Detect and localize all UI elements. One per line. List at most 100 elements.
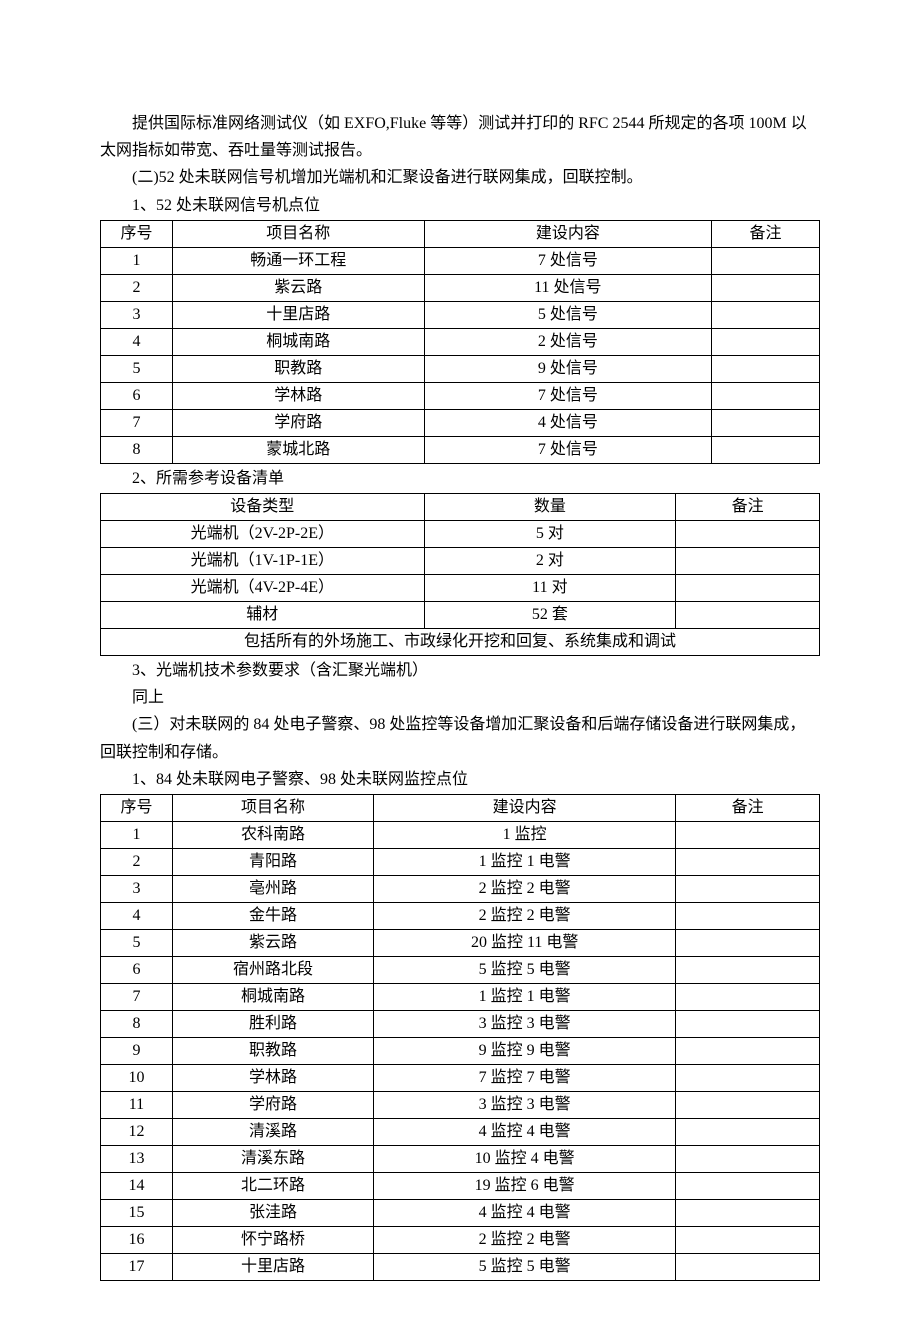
cell-remark xyxy=(676,574,820,601)
cell-content: 10 监控 4 电警 xyxy=(374,1145,676,1172)
cell-seq: 2 xyxy=(101,848,173,875)
table-row: 7学府路4 处信号 xyxy=(101,409,820,436)
cell-type: 光端机（4V-2P-4E） xyxy=(101,574,425,601)
cell-seq: 5 xyxy=(101,929,173,956)
col-header-seq: 序号 xyxy=(101,220,173,247)
table-row: 5紫云路20 监控 11 电警 xyxy=(101,929,820,956)
cell-remark xyxy=(676,1118,820,1145)
table-row: 14北二环路19 监控 6 电警 xyxy=(101,1172,820,1199)
cell-remark xyxy=(676,956,820,983)
cell-seq: 4 xyxy=(101,902,173,929)
cell-seq: 1 xyxy=(101,247,173,274)
cell-seq: 17 xyxy=(101,1253,173,1280)
cell-content: 2 监控 2 电警 xyxy=(374,902,676,929)
mid2-paragraph-4: 1、84 处未联网电子警察、98 处未联网监控点位 xyxy=(100,766,820,793)
cell-content: 4 处信号 xyxy=(424,409,712,436)
cell-name: 紫云路 xyxy=(172,929,373,956)
cell-remark xyxy=(676,1145,820,1172)
cell-name: 张洼路 xyxy=(172,1199,373,1226)
cell-content: 9 监控 9 电警 xyxy=(374,1037,676,1064)
cell-name: 桐城南路 xyxy=(172,983,373,1010)
table-row: 光端机（2V-2P-2E）5 对 xyxy=(101,520,820,547)
table-row: 2紫云路11 处信号 xyxy=(101,274,820,301)
signal-points-table: 序号 项目名称 建设内容 备注 1畅通一环工程7 处信号2紫云路11 处信号3十… xyxy=(100,220,820,464)
cell-content: 4 监控 4 电警 xyxy=(374,1118,676,1145)
cell-name: 宿州路北段 xyxy=(172,956,373,983)
col-header-content: 建设内容 xyxy=(424,220,712,247)
table-row: 9职教路9 监控 9 电警 xyxy=(101,1037,820,1064)
cell-remark xyxy=(712,274,820,301)
cell-remark xyxy=(712,247,820,274)
col-header-qty: 数量 xyxy=(424,493,676,520)
cell-seq: 8 xyxy=(101,1010,173,1037)
col-header-type: 设备类型 xyxy=(101,493,425,520)
cell-seq: 7 xyxy=(101,409,173,436)
cell-seq: 3 xyxy=(101,875,173,902)
table-footer-row: 包括所有的外场施工、市政绿化开挖和回复、系统集成和调试 xyxy=(101,628,820,655)
equipment-list-table: 设备类型 数量 备注 光端机（2V-2P-2E）5 对光端机（1V-1P-1E）… xyxy=(100,493,820,656)
cell-name: 职教路 xyxy=(172,355,424,382)
cell-remark xyxy=(676,821,820,848)
col-header-remark: 备注 xyxy=(676,794,820,821)
table-header-row: 序号 项目名称 建设内容 备注 xyxy=(101,794,820,821)
table-row: 3亳州路2 监控 2 电警 xyxy=(101,875,820,902)
cell-content: 7 处信号 xyxy=(424,247,712,274)
table-row: 8胜利路3 监控 3 电警 xyxy=(101,1010,820,1037)
cell-remark xyxy=(676,1172,820,1199)
cell-name: 紫云路 xyxy=(172,274,424,301)
table-row: 12清溪路4 监控 4 电警 xyxy=(101,1118,820,1145)
cell-content: 3 监控 3 电警 xyxy=(374,1091,676,1118)
cell-content: 5 监控 5 电警 xyxy=(374,1253,676,1280)
cell-seq: 9 xyxy=(101,1037,173,1064)
cell-remark xyxy=(712,409,820,436)
cell-name: 清溪路 xyxy=(172,1118,373,1145)
cell-qty: 11 对 xyxy=(424,574,676,601)
table-row: 6学林路7 处信号 xyxy=(101,382,820,409)
cell-name: 学府路 xyxy=(172,1091,373,1118)
cell-seq: 1 xyxy=(101,821,173,848)
cell-remark xyxy=(676,1010,820,1037)
cell-seq: 2 xyxy=(101,274,173,301)
cell-name: 农科南路 xyxy=(172,821,373,848)
cell-remark xyxy=(676,1091,820,1118)
cell-content: 1 监控 1 电警 xyxy=(374,983,676,1010)
cell-remark xyxy=(676,902,820,929)
cell-seq: 11 xyxy=(101,1091,173,1118)
cell-name: 蒙城北路 xyxy=(172,436,424,463)
cell-seq: 16 xyxy=(101,1226,173,1253)
cell-remark xyxy=(676,547,820,574)
cell-seq: 4 xyxy=(101,328,173,355)
table-row: 3十里店路5 处信号 xyxy=(101,301,820,328)
monitoring-points-table: 序号 项目名称 建设内容 备注 1农科南路1 监控 2青阳路 1 监控 1 电警 3亳… xyxy=(100,794,820,1281)
cell-qty: 5 对 xyxy=(424,520,676,547)
cell-remark xyxy=(676,929,820,956)
intro-paragraph-3: 1、52 处未联网信号机点位 xyxy=(100,192,820,219)
cell-name: 青阳路 xyxy=(172,848,373,875)
cell-name: 亳州路 xyxy=(172,875,373,902)
table-row: 11学府路3 监控 3 电警 xyxy=(101,1091,820,1118)
cell-seq: 5 xyxy=(101,355,173,382)
col-header-remark: 备注 xyxy=(676,493,820,520)
cell-seq: 6 xyxy=(101,382,173,409)
table-row: 6宿州路北段5 监控 5 电警 xyxy=(101,956,820,983)
col-header-remark: 备注 xyxy=(712,220,820,247)
cell-remark xyxy=(676,520,820,547)
table-header-row: 设备类型 数量 备注 xyxy=(101,493,820,520)
mid2-paragraph-3: (三）对未联网的 84 处电子警察、98 处监控等设备增加汇聚设备和后端存储设备… xyxy=(100,711,820,765)
cell-name: 北二环路 xyxy=(172,1172,373,1199)
cell-name: 怀宁路桥 xyxy=(172,1226,373,1253)
cell-remark xyxy=(676,1226,820,1253)
cell-type: 光端机（1V-1P-1E） xyxy=(101,547,425,574)
cell-remark xyxy=(676,848,820,875)
cell-remark xyxy=(712,301,820,328)
col-header-seq: 序号 xyxy=(101,794,173,821)
table-row: 15张洼路4 监控 4 电警 xyxy=(101,1199,820,1226)
intro-paragraph-2: (二)52 处未联网信号机增加光端机和汇聚设备进行联网集成，回联控制。 xyxy=(100,164,820,191)
cell-content: 1 监控 xyxy=(374,821,676,848)
intro-paragraph-1: 提供国际标准网络测试仪（如 EXFO,Fluke 等等）测试并打印的 RFC 2… xyxy=(100,110,820,164)
cell-qty: 2 对 xyxy=(424,547,676,574)
cell-name: 桐城南路 xyxy=(172,328,424,355)
cell-remark xyxy=(712,436,820,463)
mid2-paragraph-1: 3、光端机技术参数要求（含汇聚光端机） xyxy=(100,657,820,684)
table-row: 10学林路7 监控 7 电警 xyxy=(101,1064,820,1091)
